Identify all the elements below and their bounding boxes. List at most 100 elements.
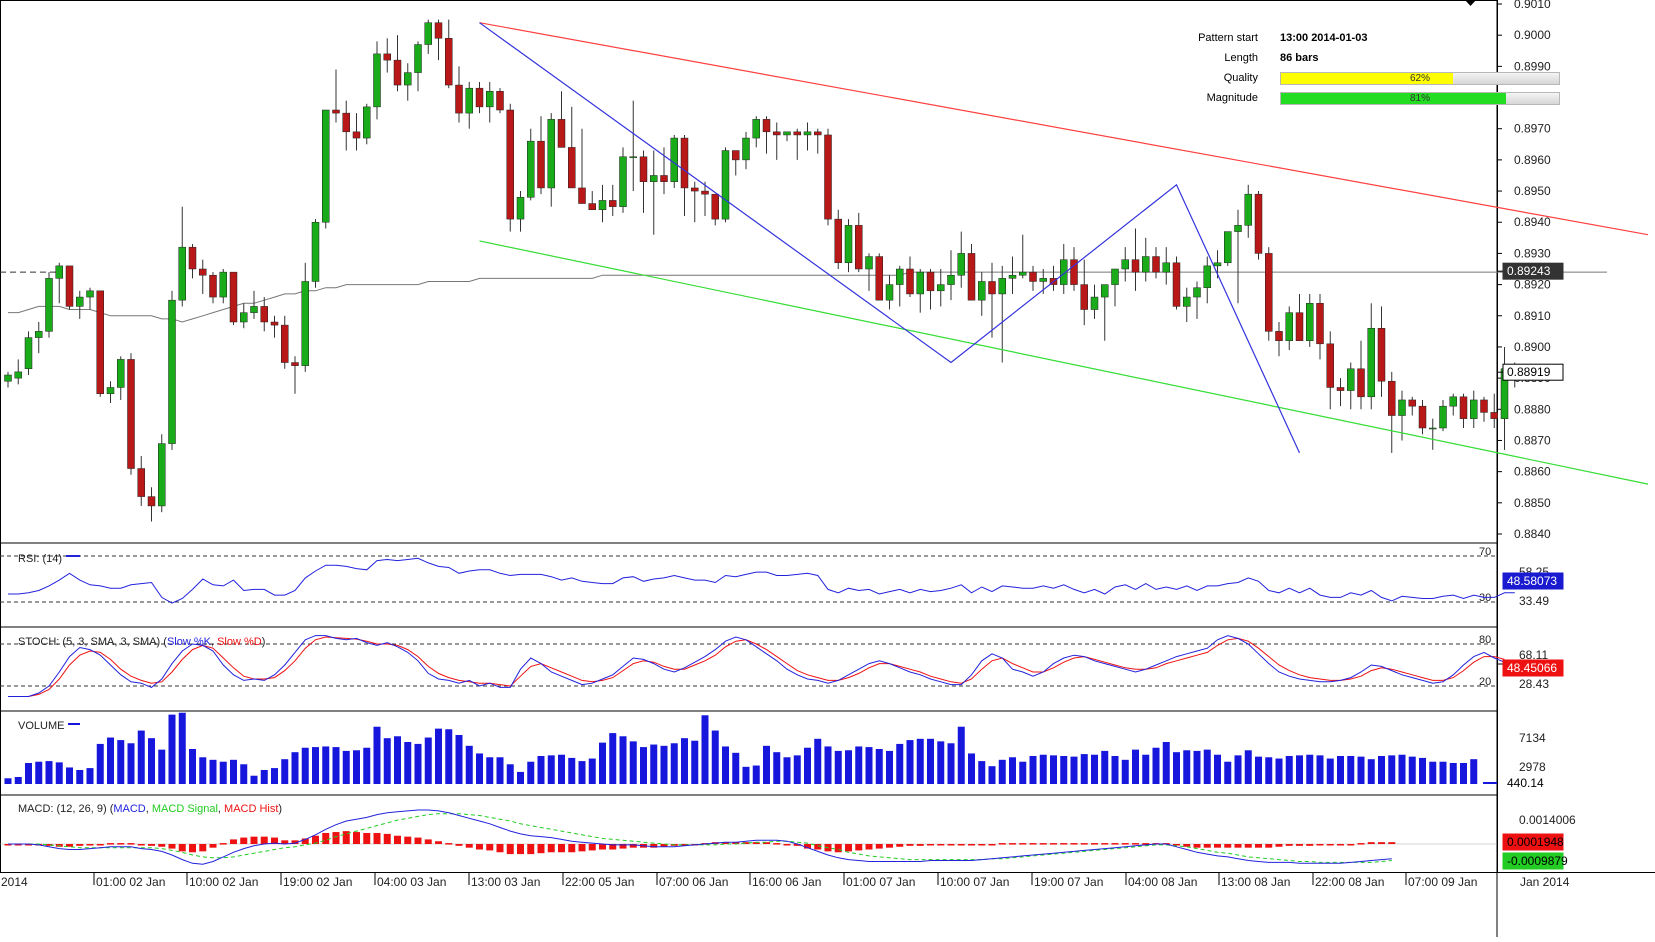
macd-hist-bar bbox=[25, 844, 32, 846]
candle-body bbox=[844, 225, 853, 264]
macd-hist-bar bbox=[342, 831, 350, 844]
volume-bar bbox=[609, 733, 617, 784]
candle-body bbox=[598, 200, 607, 211]
candle-body bbox=[670, 137, 678, 182]
candle-body bbox=[803, 131, 812, 136]
macd-hist-bar bbox=[732, 842, 740, 844]
candle-body bbox=[1234, 225, 1242, 232]
volume-bar bbox=[804, 747, 811, 784]
candle-body bbox=[35, 331, 43, 338]
candle-body bbox=[1039, 278, 1047, 282]
quality-bar: 62% bbox=[1280, 72, 1560, 85]
macd-hist-bar bbox=[322, 832, 330, 844]
candle-body bbox=[383, 53, 391, 61]
candle-body bbox=[998, 278, 1006, 295]
volume-bar bbox=[1173, 752, 1180, 784]
candle-body bbox=[414, 44, 422, 73]
candle-body bbox=[96, 290, 104, 394]
volume-bar bbox=[168, 714, 176, 784]
candle-body bbox=[1285, 312, 1293, 341]
macd-hist-bar bbox=[1183, 844, 1191, 847]
candle-body bbox=[783, 131, 791, 136]
volume-bar bbox=[148, 738, 155, 784]
price-tick-label: 0.8880 bbox=[1514, 402, 1551, 416]
candle-body bbox=[1398, 399, 1406, 416]
plot-frame bbox=[0, 0, 1498, 873]
macd-hist-bar bbox=[804, 844, 811, 849]
volume-bar bbox=[424, 737, 432, 784]
candle-body bbox=[1060, 259, 1068, 285]
candle-body bbox=[55, 265, 63, 279]
volume-bar bbox=[506, 764, 514, 784]
volume-bar bbox=[711, 730, 719, 784]
time-tick-label: 13:00 08 Jan bbox=[1221, 875, 1290, 889]
candle-body bbox=[752, 119, 760, 139]
volume-bar bbox=[127, 743, 135, 784]
magnitude-row: Magnitude 81% bbox=[1180, 88, 1560, 108]
macd-hist-bar bbox=[1121, 843, 1129, 845]
macd-hist-bar bbox=[814, 844, 822, 850]
candle-body bbox=[1244, 193, 1252, 226]
macd-hist-bar bbox=[291, 840, 299, 844]
candle-body bbox=[926, 271, 935, 292]
macd-hist-bar bbox=[1285, 844, 1293, 846]
quality-row: Quality 62% bbox=[1180, 68, 1560, 88]
volume-bar bbox=[404, 742, 412, 784]
resistance-trendline bbox=[479, 22, 1649, 236]
macd-hist-bar bbox=[834, 844, 842, 853]
magnitude-value: 81% bbox=[1409, 93, 1430, 104]
volume-bar bbox=[158, 749, 166, 784]
volume-tick-label: 2978 bbox=[1519, 760, 1546, 774]
macd-current-label: 0.0001948 bbox=[1507, 835, 1564, 849]
volume-bar bbox=[629, 741, 637, 784]
volume-bar bbox=[998, 759, 1006, 784]
macd-hist-bar bbox=[271, 837, 278, 844]
volume-bar bbox=[793, 755, 801, 784]
volume-bar bbox=[189, 749, 196, 784]
macd-hist-bar bbox=[947, 844, 955, 846]
candle-body bbox=[127, 359, 135, 469]
candle-body bbox=[1357, 368, 1365, 398]
candle-body bbox=[1172, 262, 1181, 307]
macd-hist-bar bbox=[1193, 844, 1201, 848]
stoch-slow-k-line bbox=[8, 635, 1505, 697]
macd-hist-bar bbox=[1357, 843, 1365, 845]
macd-hist-bar bbox=[968, 844, 975, 846]
candle-body bbox=[219, 271, 227, 298]
support-trendline bbox=[479, 240, 1649, 485]
volume-bar bbox=[701, 715, 709, 784]
macd-hist-bar bbox=[209, 844, 217, 848]
macd-hist-bar bbox=[14, 844, 22, 846]
macd-hist-bar bbox=[916, 844, 924, 846]
macd-hist-bar bbox=[506, 844, 514, 855]
candle-body bbox=[1377, 327, 1386, 382]
volume-bar bbox=[865, 747, 873, 784]
volume-bar bbox=[35, 761, 43, 784]
volume-bar bbox=[732, 752, 740, 784]
pattern-zigzag-line bbox=[479, 22, 1301, 454]
volume-bar bbox=[1388, 755, 1396, 784]
macd-hist-bar bbox=[793, 844, 801, 846]
candle-body bbox=[937, 284, 945, 292]
macd-hist-bar bbox=[599, 844, 606, 850]
macd-signal-current-label: -0.0009879 bbox=[1507, 854, 1568, 868]
volume-bar bbox=[916, 738, 924, 784]
volume-bar bbox=[1449, 763, 1457, 784]
candle-body bbox=[834, 218, 842, 264]
macd-hist-bar bbox=[1296, 844, 1303, 846]
macd-hist-bar bbox=[1050, 843, 1057, 845]
volume-bar bbox=[86, 768, 94, 784]
macd-line bbox=[8, 809, 1392, 865]
candle-body bbox=[547, 119, 555, 189]
macd-hist-bar bbox=[763, 842, 770, 844]
macd-hist-bar bbox=[1142, 843, 1150, 845]
candle-body bbox=[639, 156, 648, 182]
macd-title: MACD: (12, 26, 9) (MACD, MACD Signal, MA… bbox=[18, 803, 282, 815]
volume-bar bbox=[332, 747, 340, 784]
time-tick-label: 13:00 03 Jan bbox=[471, 875, 540, 889]
candle-body bbox=[957, 253, 965, 276]
volume-bar bbox=[178, 712, 186, 784]
pattern-info-panel: Pattern start 13:00 2014-01-03 Length 86… bbox=[1180, 28, 1560, 108]
macd-hist-bar bbox=[1173, 844, 1180, 846]
candle-body bbox=[1418, 405, 1427, 429]
